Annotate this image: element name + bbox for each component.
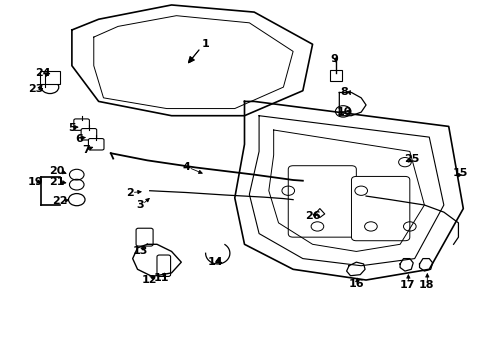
Text: 5: 5 (68, 123, 76, 133)
Text: 1: 1 (202, 39, 209, 49)
Text: 14: 14 (207, 257, 223, 267)
Text: 8: 8 (340, 87, 347, 98)
FancyBboxPatch shape (351, 176, 409, 241)
Polygon shape (132, 244, 181, 276)
FancyBboxPatch shape (329, 70, 342, 81)
Text: 20: 20 (49, 166, 65, 176)
Polygon shape (339, 93, 366, 116)
Text: 13: 13 (132, 247, 147, 256)
Text: 18: 18 (418, 280, 434, 291)
FancyBboxPatch shape (74, 119, 89, 130)
Polygon shape (346, 262, 365, 276)
FancyBboxPatch shape (157, 255, 170, 276)
FancyBboxPatch shape (40, 204, 60, 205)
FancyBboxPatch shape (81, 129, 97, 140)
Polygon shape (419, 258, 432, 271)
Text: 9: 9 (330, 54, 338, 64)
FancyBboxPatch shape (40, 71, 60, 84)
FancyBboxPatch shape (40, 176, 41, 205)
Text: 4: 4 (182, 162, 190, 172)
Text: 26: 26 (304, 211, 320, 221)
FancyBboxPatch shape (40, 176, 60, 177)
Polygon shape (234, 102, 462, 280)
Text: 10: 10 (336, 107, 351, 117)
Text: 23: 23 (28, 84, 43, 94)
Polygon shape (314, 208, 324, 217)
Text: 7: 7 (82, 145, 90, 155)
Text: 11: 11 (154, 273, 169, 283)
Text: 22: 22 (52, 197, 67, 206)
FancyBboxPatch shape (287, 166, 356, 237)
Text: 25: 25 (404, 154, 419, 163)
Text: 12: 12 (142, 275, 157, 285)
FancyBboxPatch shape (88, 139, 104, 150)
Text: 21: 21 (49, 177, 65, 187)
Text: 24: 24 (35, 68, 50, 78)
FancyBboxPatch shape (136, 228, 153, 246)
Text: 6: 6 (75, 134, 83, 144)
Text: 17: 17 (399, 280, 414, 291)
Text: 3: 3 (136, 200, 143, 210)
Text: 2: 2 (126, 188, 134, 198)
Polygon shape (399, 258, 412, 271)
Polygon shape (72, 5, 312, 116)
Text: 16: 16 (348, 279, 364, 289)
Text: 19: 19 (27, 177, 43, 187)
Text: 15: 15 (452, 168, 468, 178)
